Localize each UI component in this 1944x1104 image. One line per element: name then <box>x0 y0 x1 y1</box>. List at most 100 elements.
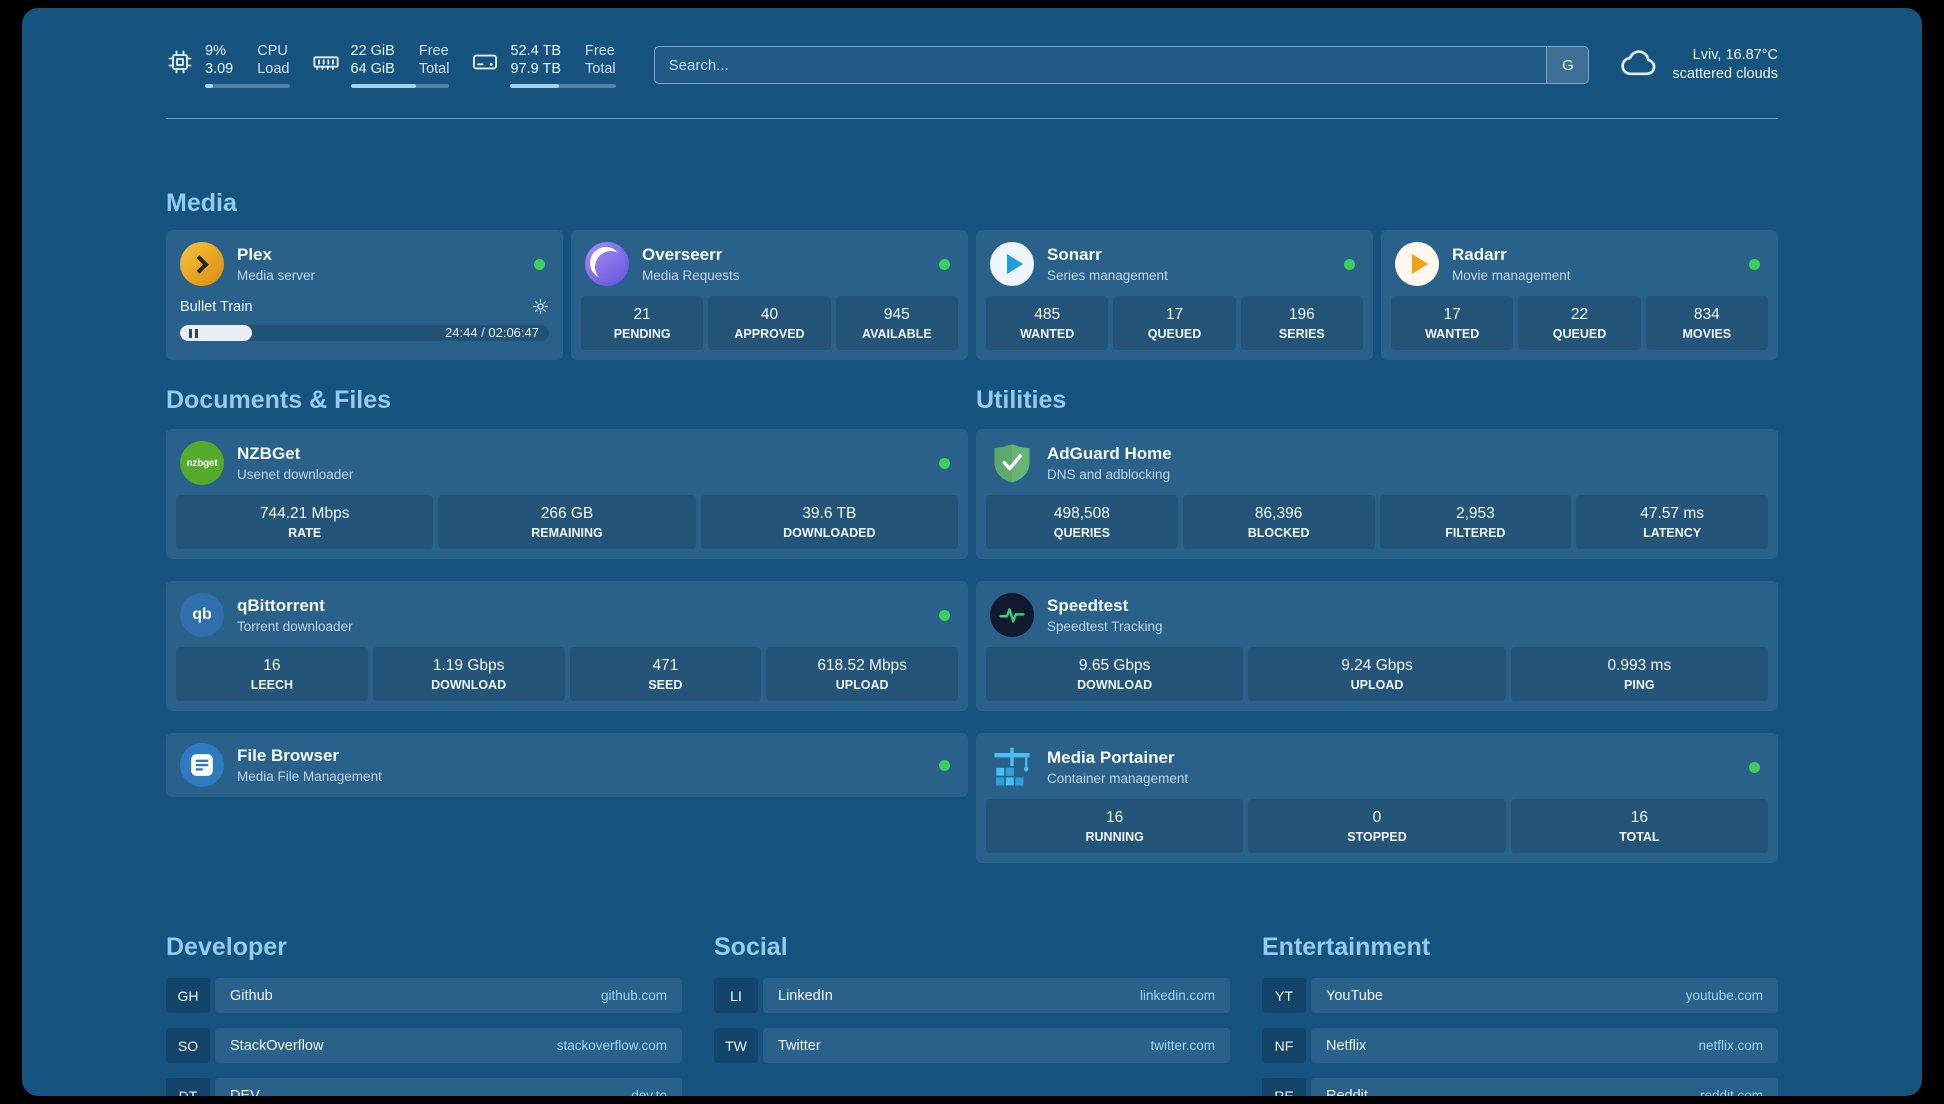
section-media: Media Plex Media server Bullet Tra <box>166 189 1778 360</box>
search-bar: G <box>653 46 1590 84</box>
app-subtitle: Media Requests <box>642 268 740 283</box>
cpu-widget: 9% 3.09 CPU Load <box>166 42 290 88</box>
app-subtitle: Container management <box>1047 771 1189 786</box>
qbittorrent-icon: qb <box>180 593 224 637</box>
playback-time: 24:44 / 02:06:47 <box>445 325 539 340</box>
portainer-stat-stopped: 0 STOPPED <box>1248 799 1506 853</box>
bookmark-url: twitter.com <box>1150 1038 1215 1053</box>
bookmark-twitter[interactable]: TW Twitter twitter.com <box>714 1028 1230 1063</box>
bookmark-url: youtube.com <box>1685 988 1763 1003</box>
bookmark-name: DEV <box>230 1087 260 1097</box>
status-dot <box>939 759 950 771</box>
plex-icon <box>180 242 224 286</box>
section-title-entertainment: Entertainment <box>1262 933 1431 961</box>
section-title-media: Media <box>166 189 237 217</box>
nzbget-stat-rate: 744.21 Mbps RATE <box>176 495 434 549</box>
radarr-stat-queued: 22 QUEUED <box>1518 296 1641 350</box>
weather-condition: scattered clouds <box>1672 66 1778 82</box>
sonarr-icon <box>990 242 1034 286</box>
pause-icon[interactable] <box>189 329 198 338</box>
qbittorrent-stat-seed: 471 SEED <box>569 647 762 701</box>
sonarr-stat-wanted: 485 WANTED <box>986 296 1109 350</box>
disk-total: 97.9 TB <box>510 61 562 77</box>
overseerr-stat-pending: 21 PENDING <box>581 296 704 350</box>
service-card-qbittorrent[interactable]: qb qBittorrent Torrent downloader 16 LEE… <box>166 581 968 711</box>
bookmark-reddit[interactable]: RE Reddit reddit.com <box>1262 1078 1778 1096</box>
settings-gear-icon[interactable] <box>532 298 549 315</box>
bookmark-youtube[interactable]: YT YouTube youtube.com <box>1262 978 1778 1013</box>
app-subtitle: Media server <box>237 268 316 283</box>
portainer-icon <box>990 745 1034 789</box>
playback-progress-bar[interactable]: 24:44 / 02:06:47 <box>180 325 549 341</box>
app-subtitle: DNS and adblocking <box>1047 467 1171 482</box>
bookmark-name: YouTube <box>1326 987 1383 1004</box>
section-title-social: Social <box>714 933 788 961</box>
service-card-radarr[interactable]: Radarr Movie management 17 WANTED 22 QUE… <box>1381 230 1778 360</box>
search-input[interactable] <box>654 47 1547 83</box>
status-dot <box>1749 761 1760 773</box>
filebrowser-icon <box>180 743 224 787</box>
bookmark-group-social: Social LI LinkedIn linkedin.com TW Twitt… <box>714 933 1230 1096</box>
bookmark-dev[interactable]: DT DEV dev.to <box>166 1078 682 1096</box>
bookmark-linkedin[interactable]: LI LinkedIn linkedin.com <box>714 978 1230 1013</box>
sonarr-stat-queued: 17 QUEUED <box>1113 296 1236 350</box>
memory-label-bottom: Total <box>418 61 450 77</box>
cpu-usage-bar <box>205 84 290 88</box>
portainer-stat-total: 16 TOTAL <box>1510 799 1768 853</box>
memory-free: 22 GiB <box>350 43 395 59</box>
section-title-developer: Developer <box>166 933 287 961</box>
status-dot <box>939 609 950 621</box>
bookmark-abbr: SO <box>166 1028 210 1063</box>
app-name: NZBGet <box>237 444 301 463</box>
bookmark-abbr: NF <box>1262 1028 1306 1063</box>
app-subtitle: Speedtest Tracking <box>1047 619 1163 634</box>
app-name: File Browser <box>237 746 340 765</box>
service-card-nzbget[interactable]: nzbget NZBGet Usenet downloader 744.21 M… <box>166 429 968 559</box>
app-subtitle: Usenet downloader <box>237 467 354 482</box>
speedtest-icon <box>990 593 1034 637</box>
now-playing-widget: Bullet Train 24:44 / 02:06:47 <box>166 296 563 355</box>
bookmark-stackoverflow[interactable]: SO StackOverflow stackoverflow.com <box>166 1028 682 1063</box>
service-card-sonarr[interactable]: Sonarr Series management 485 WANTED 17 Q… <box>976 230 1373 360</box>
bookmark-url: github.com <box>600 988 667 1003</box>
bookmark-name: Netflix <box>1326 1037 1367 1054</box>
cpu-percent: 9% <box>205 43 226 59</box>
memory-total: 64 GiB <box>350 61 395 77</box>
adguard-stat-latency: 47.57 ms LATENCY <box>1576 495 1768 549</box>
bookmark-group-developer: Developer GH Github github.com SO StackO… <box>166 933 682 1096</box>
bookmark-github[interactable]: GH Github github.com <box>166 978 682 1013</box>
service-card-overseerr[interactable]: Overseerr Media Requests 21 PENDING 40 A… <box>571 230 968 360</box>
section-title-documents: Documents & Files <box>166 386 392 414</box>
service-card-adguard[interactable]: AdGuard Home DNS and adblocking 498,508 … <box>976 429 1778 559</box>
status-dot <box>1344 258 1355 270</box>
status-dot <box>939 457 950 469</box>
disk-icon <box>471 42 499 76</box>
service-card-speedtest[interactable]: Speedtest Speedtest Tracking 9.65 Gbps D… <box>976 581 1778 711</box>
service-card-plex[interactable]: Plex Media server Bullet Train <box>166 230 563 360</box>
service-card-filebrowser[interactable]: File Browser Media File Management <box>166 733 968 797</box>
search-engine-button[interactable]: G <box>1546 47 1589 83</box>
app-name: AdGuard Home <box>1047 444 1172 463</box>
bookmark-abbr: YT <box>1262 978 1306 1013</box>
status-dot <box>1749 258 1760 270</box>
qbittorrent-stat-leech: 16 LEECH <box>176 647 368 701</box>
qbittorrent-stat-download: 1.19 Gbps DOWNLOAD <box>372 647 565 701</box>
app-name: Overseerr <box>642 245 723 264</box>
overseerr-stat-approved: 40 APPROVED <box>708 296 831 350</box>
app-name: Sonarr <box>1047 245 1102 264</box>
service-card-portainer[interactable]: Media Portainer Container management 16 … <box>976 733 1778 863</box>
cpu-label-top: CPU <box>257 43 288 59</box>
adguard-stat-queries: 498,508 QUERIES <box>986 495 1178 549</box>
bookmark-name: Twitter <box>778 1037 821 1054</box>
bookmark-netflix[interactable]: NF Netflix netflix.com <box>1262 1028 1778 1063</box>
bookmark-url: reddit.com <box>1699 1088 1763 1096</box>
status-dot <box>534 258 545 270</box>
portainer-stat-running: 16 RUNNING <box>986 799 1244 853</box>
status-dot <box>939 258 950 270</box>
bookmark-abbr: TW <box>714 1028 758 1063</box>
ram-icon <box>312 42 340 76</box>
weather-location: Lviv, 16.87°C <box>1692 47 1778 63</box>
disk-free: 52.4 TB <box>510 43 562 59</box>
disk-label-bottom: Total <box>585 61 616 77</box>
nzbget-stat-remaining: 266 GB REMAINING <box>438 495 696 549</box>
